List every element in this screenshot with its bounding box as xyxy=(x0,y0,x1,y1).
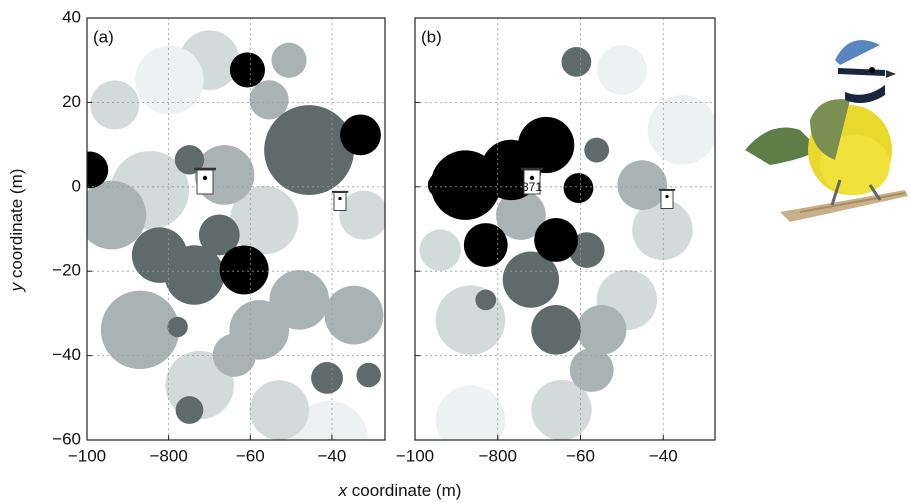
territory xyxy=(475,289,497,311)
nest-box-hole xyxy=(202,175,208,181)
territory xyxy=(175,396,204,424)
territory xyxy=(531,305,581,355)
territory xyxy=(219,245,269,295)
nest-box xyxy=(333,192,347,211)
territory xyxy=(164,245,225,305)
nest-box-hole xyxy=(529,175,535,181)
territory xyxy=(212,333,257,377)
x-tick-label: −40 xyxy=(318,446,347,465)
territory xyxy=(229,185,299,255)
territory xyxy=(269,270,330,330)
y-tick-label: −40 xyxy=(52,345,81,364)
territory xyxy=(229,52,265,88)
panel-label: (b) xyxy=(421,27,442,46)
plot-frame xyxy=(86,17,386,441)
x-tick-label: −800 xyxy=(149,446,187,465)
territory xyxy=(632,199,693,261)
territory xyxy=(531,379,592,440)
nest-box xyxy=(660,190,674,209)
territory xyxy=(463,223,508,267)
territory xyxy=(271,42,307,78)
territory xyxy=(435,385,506,440)
x-tick-label: −60 xyxy=(566,446,595,465)
territory xyxy=(324,285,384,345)
territory xyxy=(100,290,180,370)
territory xyxy=(584,137,610,163)
territory xyxy=(249,380,310,440)
territory xyxy=(597,45,647,95)
panel-label: (a) xyxy=(93,27,114,46)
territory xyxy=(563,173,594,203)
territory xyxy=(518,116,575,174)
territory xyxy=(419,229,461,271)
territory xyxy=(502,251,559,308)
territory xyxy=(561,46,592,77)
y-tick-label: −60 xyxy=(52,429,81,448)
plot-area xyxy=(87,18,385,440)
territory xyxy=(174,145,205,175)
plot-frame xyxy=(414,17,716,441)
y-tick-label: −20 xyxy=(52,261,81,280)
territory xyxy=(87,180,147,250)
y-tick-label: 20 xyxy=(62,92,81,111)
nest-box-label: 371 xyxy=(522,180,542,194)
x-tick-label: −60 xyxy=(236,446,265,465)
nest-box-hole xyxy=(665,194,669,199)
territory xyxy=(340,114,381,156)
x-tick-label: −100 xyxy=(396,446,434,465)
territory xyxy=(534,218,579,262)
x-tick-label: −800 xyxy=(479,446,517,465)
nest-box-hole xyxy=(338,196,342,201)
y-axis-label: y coordinate (m) xyxy=(7,169,26,293)
territory xyxy=(647,95,715,165)
territory xyxy=(249,80,289,120)
x-axis-label: x coordinate (m) xyxy=(338,481,462,500)
territory xyxy=(576,305,627,355)
territory xyxy=(289,400,369,440)
territory xyxy=(569,348,614,392)
plot-area xyxy=(415,18,715,440)
territory xyxy=(496,190,546,240)
territory xyxy=(90,80,140,130)
nest-box xyxy=(196,169,214,195)
territory xyxy=(135,45,204,115)
territory xyxy=(311,362,343,394)
y-tick-label: 0 xyxy=(72,176,81,195)
territory xyxy=(356,362,381,388)
territory xyxy=(87,151,109,189)
y-tick-label: 40 xyxy=(62,7,81,26)
territory xyxy=(198,214,240,256)
territory xyxy=(264,105,354,195)
blue-tit-illustration xyxy=(745,40,908,222)
x-tick-label: −100 xyxy=(68,446,106,465)
territory xyxy=(167,316,188,338)
territory xyxy=(427,172,453,198)
territory xyxy=(617,160,667,210)
x-tick-label: −40 xyxy=(649,446,678,465)
territory xyxy=(339,190,385,240)
